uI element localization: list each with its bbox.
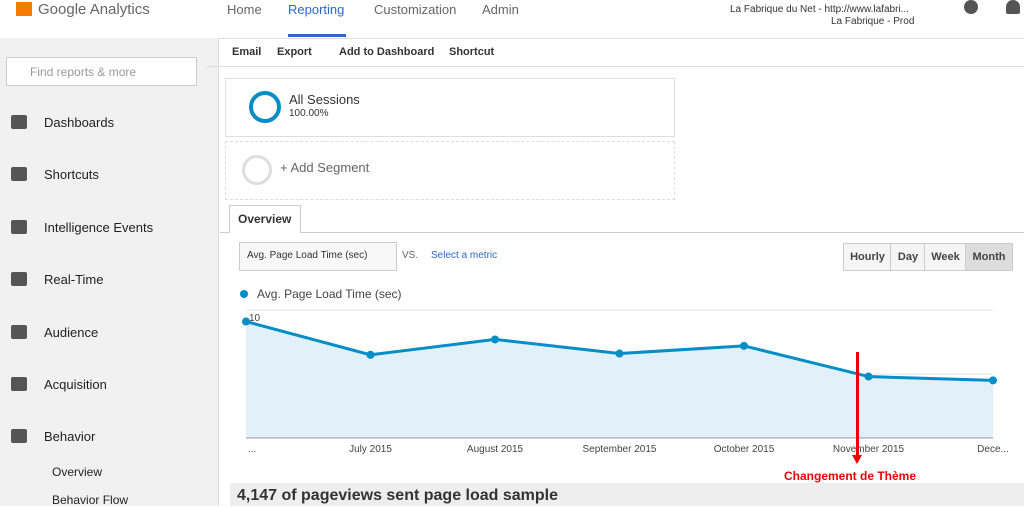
segment-card[interactable] — [225, 78, 675, 137]
point — [366, 350, 375, 359]
segment-name: All Sessions — [289, 92, 360, 107]
point — [491, 335, 499, 344]
header — [0, 0, 1024, 39]
add-to-dashboard[interactable]: Add to Dashboard — [339, 46, 435, 58]
nav-reporting[interactable]: Reporting — [288, 2, 345, 17]
search[interactable] — [6, 57, 197, 86]
x-tick-label: September 2015 — [583, 444, 657, 455]
red-arrow — [852, 455, 862, 464]
nav-icon — [11, 220, 27, 234]
segment-ring — [249, 91, 281, 123]
metric-dropdown[interactable] — [239, 242, 397, 271]
settings-icon[interactable] — [964, 0, 978, 14]
nav-customization[interactable]: Customization — [374, 2, 457, 17]
account[interactable]: La Fabrique du Net - http://www.lafabri.… — [730, 4, 909, 15]
brand: Google Analytics — [38, 1, 150, 18]
week[interactable]: Week — [924, 243, 967, 271]
email[interactable]: Email — [232, 46, 262, 58]
sidebar: Find reports & more — [0, 38, 219, 506]
metric: Avg. Page Load Time (sec) — [247, 250, 368, 261]
point — [864, 372, 873, 381]
x-tick-label: November 2015 — [833, 444, 905, 455]
nav-item[interactable]: Dashboards — [44, 115, 115, 130]
export[interactable]: Export — [277, 46, 312, 58]
legend-label: Avg. Page Load Time (sec) — [257, 287, 402, 301]
nav-item[interactable]: Audience — [44, 325, 99, 340]
annotation: Changement de Thème — [784, 469, 917, 483]
toolbar — [206, 40, 1024, 67]
point — [615, 349, 624, 358]
footer-bar — [230, 483, 1024, 506]
red-line — [856, 352, 859, 457]
vs: VS. — [402, 250, 419, 261]
area — [246, 321, 993, 438]
nav-icon — [11, 167, 27, 181]
x-tick-label: Dece... — [977, 444, 1009, 455]
tab-line — [220, 232, 1024, 233]
month[interactable]: Month — [965, 243, 1013, 271]
nav-item[interactable]: Acquisition — [44, 377, 107, 392]
point — [242, 317, 250, 326]
tab[interactable] — [229, 205, 301, 233]
nav-icon — [11, 272, 27, 286]
search-placeholder: Find reports & more — [30, 65, 137, 79]
chart: Avg. Page Load Time (sec)510...July 2015… — [240, 287, 1009, 455]
legend-dot — [240, 290, 248, 298]
x-tick-label: July 2015 — [349, 444, 392, 455]
nav-item[interactable]: Behavior — [44, 429, 96, 444]
y-tick-label: 10 — [249, 313, 261, 324]
nav-icon — [11, 325, 27, 339]
nav-icon — [11, 377, 27, 391]
point — [989, 376, 997, 385]
bell-icon[interactable] — [1006, 0, 1020, 14]
nav-underline — [288, 34, 346, 37]
add-segment[interactable]: + Add Segment — [280, 160, 370, 175]
nav-item[interactable]: Shortcuts — [44, 167, 99, 182]
segment-percent: 100.00% — [289, 108, 329, 119]
day[interactable]: Day — [890, 243, 926, 271]
select-metric[interactable]: Select a metric — [431, 250, 498, 261]
shortcut[interactable]: Shortcut — [449, 46, 495, 58]
property: La Fabrique - Prod — [831, 16, 915, 27]
nav-icon — [11, 429, 27, 443]
nav-item[interactable]: Intelligence Events — [44, 220, 154, 235]
nav-icon — [11, 115, 27, 129]
point — [740, 341, 748, 350]
sub-item[interactable]: Behavior Flow — [52, 493, 129, 507]
add-ring — [242, 155, 272, 185]
nav-admin[interactable]: Admin — [482, 2, 519, 17]
add-segment-card[interactable] — [225, 141, 675, 200]
footer: 4,147 of pageviews sent page load sample — [237, 487, 559, 504]
tab-label: Overview — [238, 212, 292, 226]
hourly[interactable]: Hourly — [843, 243, 892, 271]
x-tick-label: August 2015 — [467, 444, 524, 455]
x-tick-label: ... — [248, 444, 256, 455]
nav-item[interactable]: Real-Time — [44, 272, 104, 287]
nav-home[interactable]: Home — [227, 2, 262, 17]
sub-item[interactable]: Overview — [52, 465, 103, 479]
x-tick-label: October 2015 — [714, 444, 775, 455]
logo — [16, 2, 32, 16]
